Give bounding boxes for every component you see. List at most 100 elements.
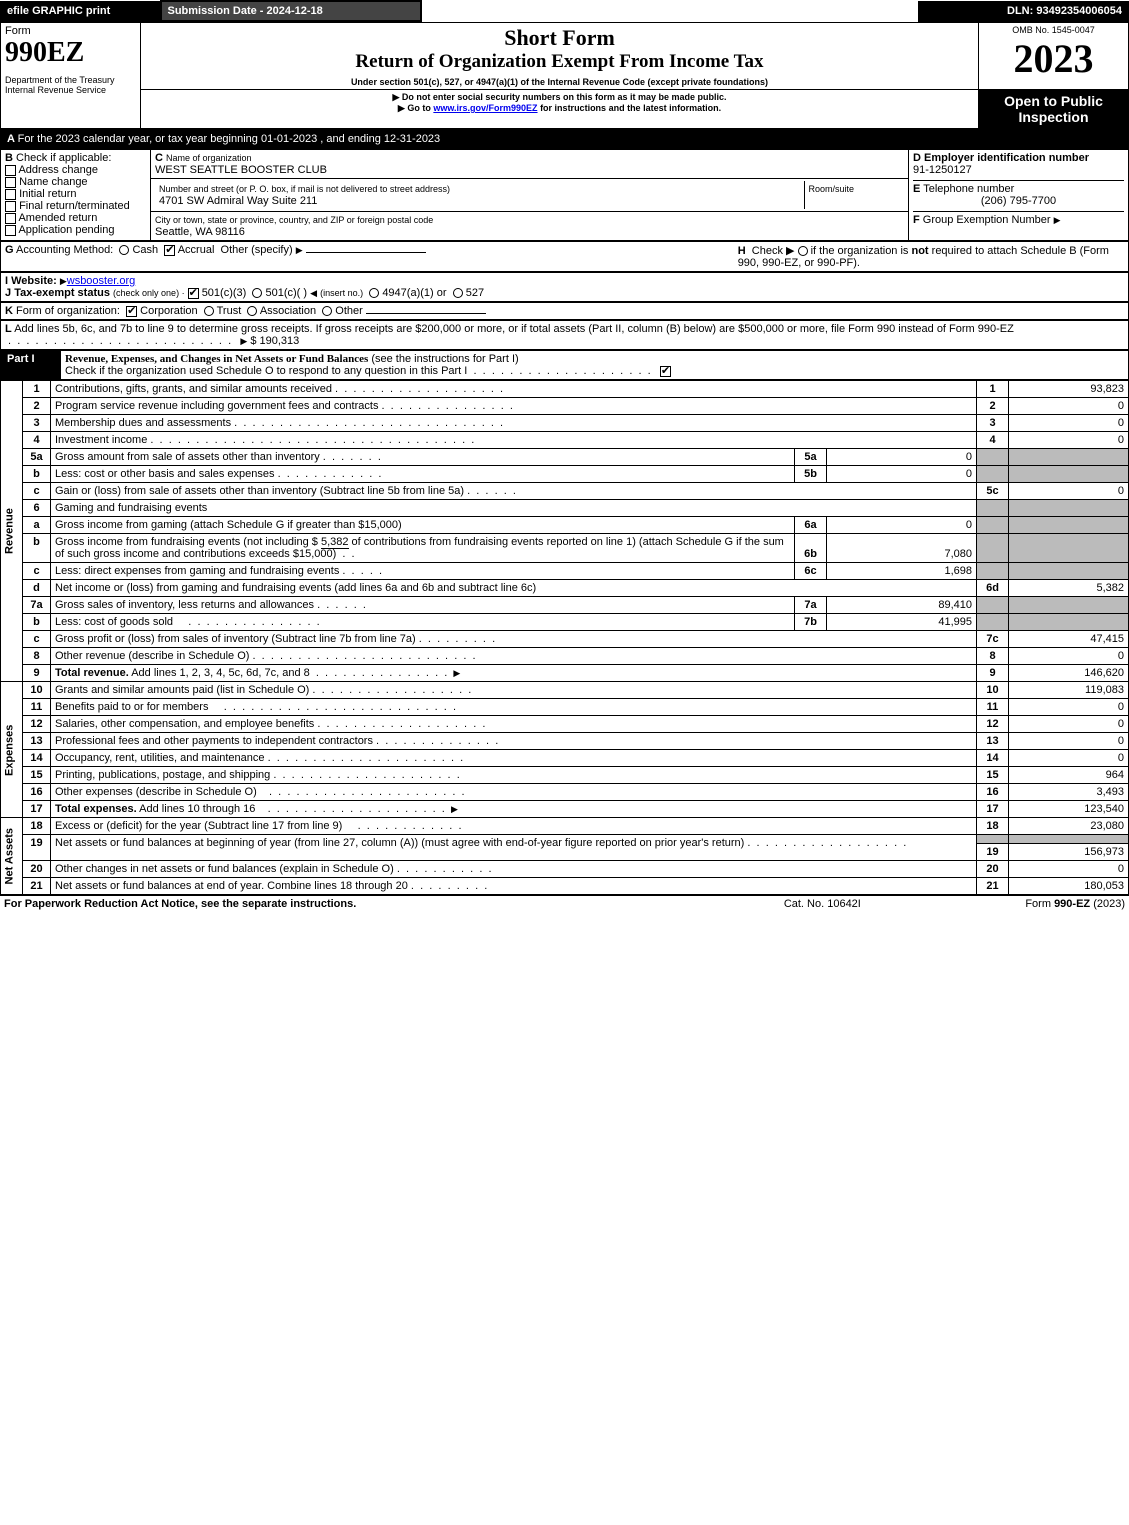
street-label: Number and street (or P. O. box, if mail… [159, 184, 450, 194]
box-f-label: Group Exemption Number [923, 214, 1051, 226]
arrow-icon [60, 275, 67, 287]
telephone: (206) 795-7700 [913, 195, 1124, 207]
street: 4701 SW Admiral Way Suite 211 [159, 195, 317, 207]
irs-link[interactable]: www.irs.gov/Form990EZ [433, 103, 537, 113]
val-14: 0 [1009, 750, 1129, 767]
subtitle: Under section 501(c), 527, or 4947(a)(1)… [145, 77, 974, 87]
part1-schedO: Check if the organization used Schedule … [65, 365, 467, 377]
form-word: Form [5, 25, 136, 37]
checkbox-amended[interactable] [5, 213, 16, 224]
main-title: Return of Organization Exempt From Incom… [145, 51, 974, 73]
arrow-icon [451, 803, 458, 815]
checkbox-schedO[interactable] [660, 366, 671, 377]
part1-heading: Revenue, Expenses, and Changes in Net As… [65, 353, 368, 365]
val-5a: 0 [827, 449, 977, 466]
part1-note: (see the instructions for Part I) [371, 353, 518, 365]
line-i-label: Website: [11, 275, 60, 287]
open-to-public: Open to Public Inspection [979, 90, 1129, 129]
line-j-label: Tax-exempt status [14, 287, 110, 299]
part1-table: Revenue 1 Contributions, gifts, grants, … [0, 380, 1129, 895]
radio-501c[interactable] [252, 288, 262, 298]
val-6d: 5,382 [1009, 580, 1129, 597]
ssn-note: Do not enter social security numbers on … [402, 92, 727, 102]
expenses-section-label: Expenses [1, 682, 23, 818]
checkbox-corporation[interactable] [126, 306, 137, 317]
dln: DLN: 93492354006054 [919, 1, 1129, 21]
line-k-label: Form of organization: [16, 305, 120, 317]
footer-form: 990-EZ [1054, 898, 1090, 910]
arrow-icon [296, 244, 303, 256]
val-19: 156,973 [1009, 844, 1129, 861]
val-1: 93,823 [1009, 381, 1129, 398]
arrow-icon [392, 92, 399, 102]
goto-note-post: for instructions and the latest informat… [538, 103, 722, 113]
radio-527[interactable] [453, 288, 463, 298]
val-4: 0 [1009, 432, 1129, 449]
radio-4947[interactable] [369, 288, 379, 298]
checkbox-accrual[interactable] [164, 245, 175, 256]
line-l-text: Add lines 5b, 6c, and 7b to line 9 to de… [14, 323, 1014, 335]
line-a-text: For the 2023 calendar year, or tax year … [18, 133, 441, 145]
checkbox-501c3[interactable] [188, 288, 199, 299]
room-label: Room/suite [809, 184, 855, 194]
checkbox-initial-return[interactable] [5, 189, 16, 200]
val-6c: 1,698 [827, 563, 977, 580]
val-7c: 47,415 [1009, 631, 1129, 648]
entity-block: B Check if applicable: Address change Na… [0, 149, 1129, 241]
box-e-label: Telephone number [923, 183, 1014, 195]
form-number: 990EZ [5, 37, 136, 69]
omb-number: OMB No. 1545-0047 [983, 25, 1124, 35]
footer-left: For Paperwork Reduction Act Notice, see … [0, 896, 736, 913]
val-3: 0 [1009, 415, 1129, 432]
val-10: 119,083 [1009, 682, 1129, 699]
part1-label: Part I [1, 351, 61, 380]
goto-note-pre: Go to [407, 103, 433, 113]
box-c-name-label: Name of organization [166, 153, 252, 163]
submission-date: Submission Date - 2024-12-18 [161, 1, 421, 21]
val-7a: 89,410 [827, 597, 977, 614]
other-specify-input[interactable] [306, 252, 426, 253]
radio-cash[interactable] [119, 245, 129, 255]
val-5b: 0 [827, 466, 977, 483]
ein: 91-1250127 [913, 164, 1124, 176]
checkbox-address-change[interactable] [5, 165, 16, 176]
val-18: 23,080 [1009, 818, 1129, 835]
line-h-check: Check ▶ [752, 245, 795, 257]
city: Seattle, WA 98116 [155, 226, 245, 238]
val-15: 964 [1009, 767, 1129, 784]
val-2: 0 [1009, 398, 1129, 415]
radio-association[interactable] [247, 306, 257, 316]
val-16: 3,493 [1009, 784, 1129, 801]
revenue-section-label: Revenue [1, 381, 23, 682]
tax-year: 2023 [983, 35, 1124, 82]
checkbox-pending[interactable] [5, 225, 16, 236]
val-12: 0 [1009, 716, 1129, 733]
val-11: 0 [1009, 699, 1129, 716]
line-g-label: Accounting Method: [16, 244, 113, 256]
org-name: WEST SEATTLE BOOSTER CLUB [155, 164, 327, 176]
arrow-icon [453, 667, 460, 679]
checkbox-final-return[interactable] [5, 201, 16, 212]
val-21: 180,053 [1009, 878, 1129, 895]
val-9: 146,620 [1009, 665, 1129, 682]
val-5c: 0 [1009, 483, 1129, 500]
arrow-icon [398, 103, 405, 113]
city-label: City or town, state or province, country… [155, 215, 433, 225]
arrow-icon [1054, 214, 1061, 226]
dept-treasury: Department of the Treasury [5, 75, 136, 85]
checkbox-name-change[interactable] [5, 177, 16, 188]
form-header: Form 990EZ Department of the Treasury In… [0, 22, 1129, 129]
other-org-input[interactable] [366, 313, 486, 314]
val-7b: 41,995 [827, 614, 977, 631]
val-6a: 0 [827, 517, 977, 534]
line-l-amount: $ 190,313 [250, 335, 299, 347]
radio-other-org[interactable] [322, 306, 332, 316]
website-link[interactable]: wsbooster.org [67, 275, 135, 287]
irs-label: Internal Revenue Service [5, 85, 136, 95]
short-form-title: Short Form [145, 25, 974, 51]
val-6b: 7,080 [827, 534, 977, 563]
efile-print[interactable]: efile GRAPHIC print [1, 1, 161, 21]
topbar: efile GRAPHIC print Submission Date - 20… [0, 0, 1129, 22]
radio-trust[interactable] [204, 306, 214, 316]
radio-h[interactable] [798, 246, 808, 256]
